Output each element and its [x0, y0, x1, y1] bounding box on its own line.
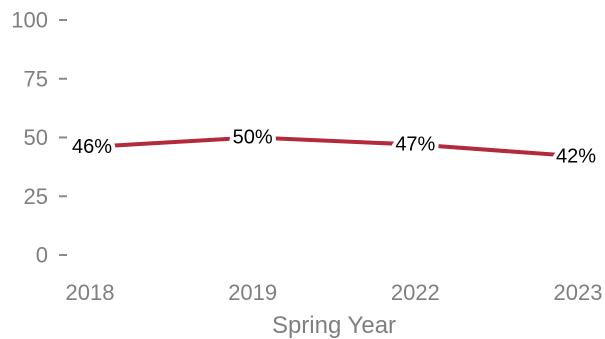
y-tick-label: 75 — [24, 66, 48, 91]
series-line — [89, 135, 579, 159]
data-label: 46% — [72, 136, 112, 158]
data-label: 42% — [556, 145, 596, 167]
y-tick-label: 25 — [24, 184, 48, 209]
y-tick-label: 100 — [11, 8, 48, 33]
data-label: 47% — [395, 134, 435, 156]
y-tick-label: 50 — [24, 125, 48, 150]
x-tick-label: 2018 — [66, 280, 115, 305]
series-layer — [89, 135, 579, 159]
y-axis: 0 25 50 75 100 — [11, 8, 67, 268]
x-tick-label: 2022 — [391, 280, 440, 305]
x-tick-label: 2019 — [228, 280, 277, 305]
x-axis-title: Spring Year — [272, 312, 396, 339]
data-label: 50% — [233, 127, 273, 149]
x-axis: 2018 2019 2022 2023 — [66, 280, 603, 305]
y-tick-label: 0 — [36, 243, 48, 268]
data-labels: 46% 50% 47% 42% — [68, 123, 600, 172]
x-tick-label: 2023 — [554, 280, 603, 305]
